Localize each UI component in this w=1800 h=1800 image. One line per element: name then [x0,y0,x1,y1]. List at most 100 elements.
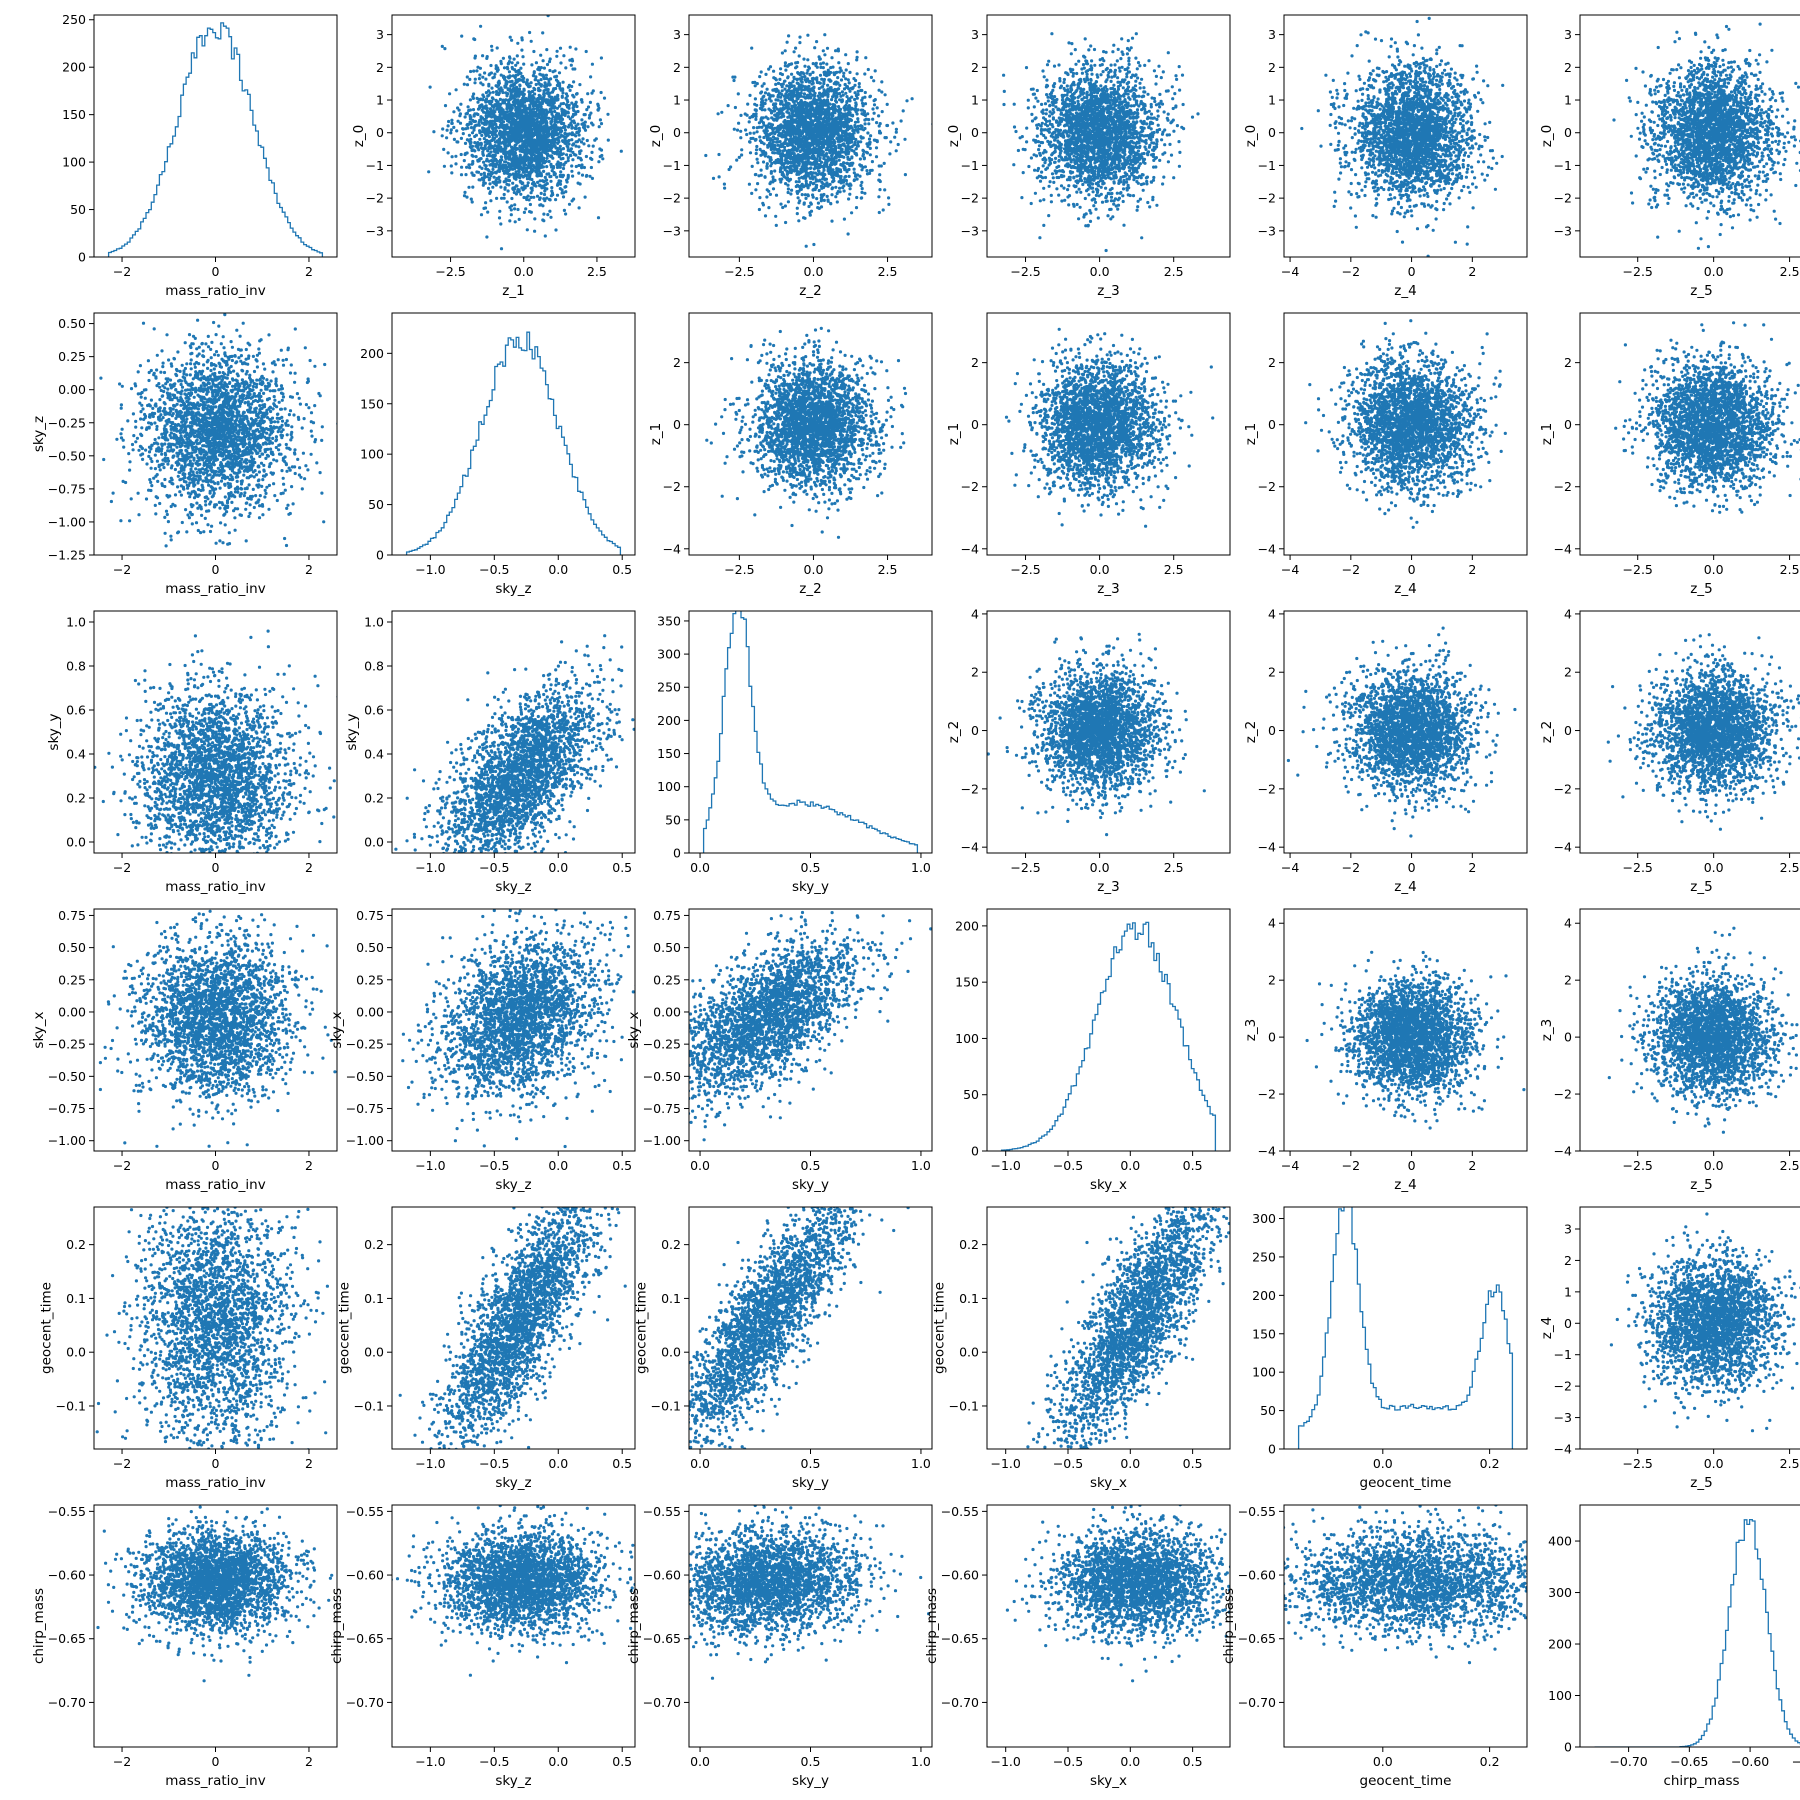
panel-r1-c3: −2.5 0.0 2.5 −4 −2 0 2 z_3 z_1 [946,312,1231,597]
x-axis-label: z_4 [1394,283,1416,299]
x-tick-label: 0.0 [548,1754,568,1769]
y-axis-label: sky_y [46,713,62,750]
panel-r0-c5: −2.5 0.0 2.5 −3 −2 −1 0 1 2 3 z_5 z_0 [1539,14,1800,299]
y-tick-label: 0.00 [58,1004,86,1019]
panel-r3-c2: 0.0 0.5 1.0 −1.00 −0.75 −0.50 −0.25 0.00 0.25 0.5… [626,908,933,1193]
y-tick-label: −4 [1554,840,1572,855]
scatter-points [392,1505,635,1677]
axes-frame [1283,1206,1528,1450]
x-tick-label: 0 [1408,264,1416,279]
y-tick-label: 0 [1268,1442,1276,1457]
x-tick-label: 2.5 [1780,562,1800,577]
x-axis-label: z_4 [1394,581,1416,597]
x-tick-label: −2.5 [1623,1456,1653,1471]
y-tick-label: −2 [1258,479,1276,494]
x-tick-label: −2.5 [1010,264,1040,279]
x-tick-label: −1.0 [415,1158,445,1173]
y-tick-label: 2 [1268,665,1276,680]
x-axis-label: sky_z [495,1475,531,1491]
panel-r3-c1: −1.0 −0.5 0.0 0.5 −1.00 −0.75 −0.50 −0.25 0.00 0.… [329,908,636,1193]
y-tick-label: 2 [1268,973,1276,988]
x-tick-label: 0.5 [612,1754,632,1769]
x-tick-label: 0.0 [690,1754,710,1769]
y-tick-label: 2 [673,355,681,370]
x-axis-label: mass_ratio_inv [165,1177,265,1193]
histogram-step [1297,1207,1514,1449]
x-tick-label: 0 [212,264,220,279]
x-axis-label: sky_z [495,1177,531,1193]
x-tick-label: 2 [305,1158,313,1173]
y-tick-label: 0 [1564,417,1572,432]
x-tick-label: −1.0 [991,1456,1021,1471]
y-tick-label: 0.2 [66,1237,86,1252]
y-tick-label: 0 [673,846,681,861]
scatter-points [1284,1505,1527,1665]
x-axis-label: mass_ratio_inv [165,283,265,299]
axes-frame [986,1206,1231,1450]
y-tick-label: −0.25 [48,415,86,430]
y-tick-label: −0.65 [643,1631,681,1646]
x-tick-label: −0.55 [1792,1754,1800,1769]
panel-r5-c4: 0.0 0.2 −0.70 −0.65 −0.60 −0.55 geocent_time ch… [1221,1504,1528,1789]
y-tick-label: −3 [1258,223,1276,238]
y-axis-label: chirp_mass [626,1588,642,1664]
panel-r5-c3: −1.0 −0.5 0.0 0.5 −0.70 −0.65 −0.60 −0.55 sky_x c… [924,1504,1231,1789]
y-axis-label: geocent_time [38,1282,54,1374]
y-axis-label: chirp_mass [924,1588,940,1664]
x-tick-label: 0.0 [804,264,824,279]
y-tick-label: −1 [366,158,384,173]
scatter-points [1609,1212,1800,1433]
plot-area [398,1207,627,1449]
y-tick-label: 0.25 [58,349,86,364]
scatter-points [1614,321,1800,514]
y-tick-label: −0.75 [48,481,86,496]
y-axis-label: sky_z [31,416,47,452]
y-tick-label: 4 [1564,916,1572,931]
x-axis-label: sky_y [792,1177,829,1193]
y-axis-label: z_3 [1243,1019,1259,1041]
y-tick-label: 4 [1268,916,1276,931]
x-tick-label: 1.0 [911,1158,931,1173]
x-axis-label: sky_x [1090,1773,1127,1789]
y-tick-label: −2 [961,191,979,206]
y-tick-label: −0.75 [346,1101,384,1116]
y-tick-label: −2 [1554,781,1572,796]
axes-frame [688,14,933,258]
y-tick-label: −2 [1554,1379,1572,1394]
scatter-points [1304,319,1507,529]
axes-frame [391,1206,636,1450]
histogram-step [702,611,919,853]
y-tick-label: −3 [663,223,681,238]
y-axis-label: z_0 [946,125,962,147]
scatter-points [1005,1505,1230,1683]
y-tick-label: −1.00 [48,1133,86,1148]
plot-area [392,1505,635,1677]
y-tick-label: −1 [1258,158,1276,173]
plot-area [401,909,635,1149]
x-tick-label: −0.65 [1670,1754,1708,1769]
scatter-points [1026,1207,1230,1449]
plot-area [96,1505,334,1683]
y-tick-label: −4 [961,840,979,855]
x-tick-label: −2 [1342,1158,1360,1173]
x-tick-label: 0.0 [690,860,710,875]
y-tick-label: 0.1 [661,1291,681,1306]
x-tick-label: 2.5 [1780,1456,1800,1471]
scatter-points [1305,950,1526,1130]
x-tick-label: −2.5 [724,562,754,577]
x-axis-label: chirp_mass [1663,1773,1739,1789]
plot-area [1606,633,1800,831]
y-tick-label: 250 [62,12,86,27]
x-tick-label: 0.0 [1704,1456,1724,1471]
x-axis-label: geocent_time [1360,1773,1452,1789]
panel-r2-c0: −2 0 2 0.0 0.2 0.4 0.6 0.8 1.0 mass_ratio_inv sky_… [46,610,338,895]
y-tick-label: 100 [1252,1365,1276,1380]
x-tick-label: 0 [212,860,220,875]
y-tick-label: 0.50 [58,940,86,955]
x-tick-label: −2.5 [1010,860,1040,875]
y-tick-label: 4 [971,606,979,621]
y-tick-label: 1 [971,93,979,108]
scatter-points [401,909,635,1149]
scatter-points [705,326,908,555]
y-tick-label: 0.6 [66,703,86,718]
